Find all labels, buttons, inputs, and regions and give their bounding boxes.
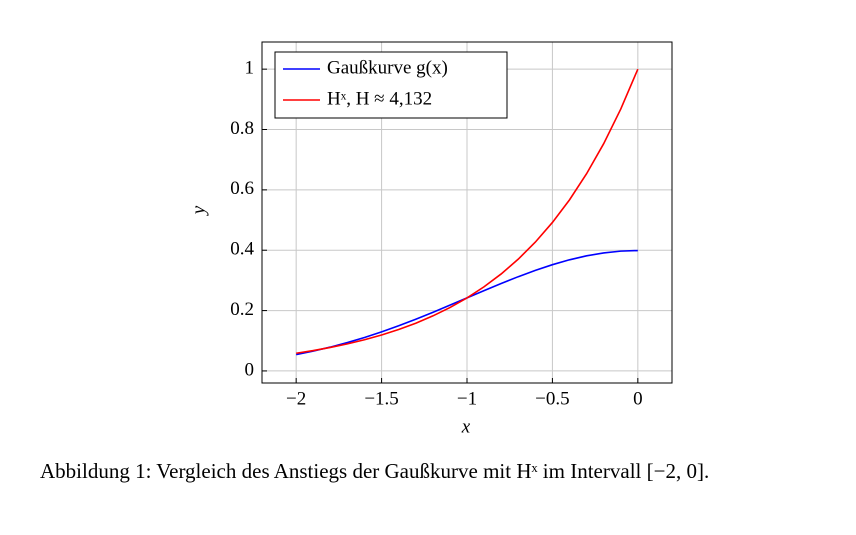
y-tick-label: 1 <box>245 58 255 79</box>
legend-box <box>274 51 508 119</box>
x-tick-label: −2 <box>286 388 306 409</box>
y-axis-label: y <box>188 205 209 216</box>
legend-label: Gaußkurve g(x) <box>327 57 448 78</box>
x-tick-label: 0 <box>633 388 643 409</box>
y-tick-label: 0.4 <box>230 239 254 260</box>
legend-label: Hˣ, H ≈ 4,132 <box>327 88 432 109</box>
caption: Abbildung 1: Vergleich des Anstiegs der … <box>40 459 710 483</box>
chart: x y −2 −1.5 −1 −0.5 0 0 0.2 0.4 0.6 0.8 1 Gaußkurve… <box>188 41 673 437</box>
y-tick-label: 0.2 <box>230 299 254 320</box>
x-tick-label: −0.5 <box>535 388 569 409</box>
line-series <box>296 68 639 355</box>
x-axis-label: x <box>461 416 471 437</box>
x-tick-label: −1.5 <box>364 388 398 409</box>
y-tick-label: 0.8 <box>230 118 254 139</box>
plot-frame <box>261 41 673 384</box>
y-tick-label: 0.6 <box>230 178 254 199</box>
y-tick-label: 0 <box>245 359 255 380</box>
x-tick-label: −1 <box>457 388 477 409</box>
